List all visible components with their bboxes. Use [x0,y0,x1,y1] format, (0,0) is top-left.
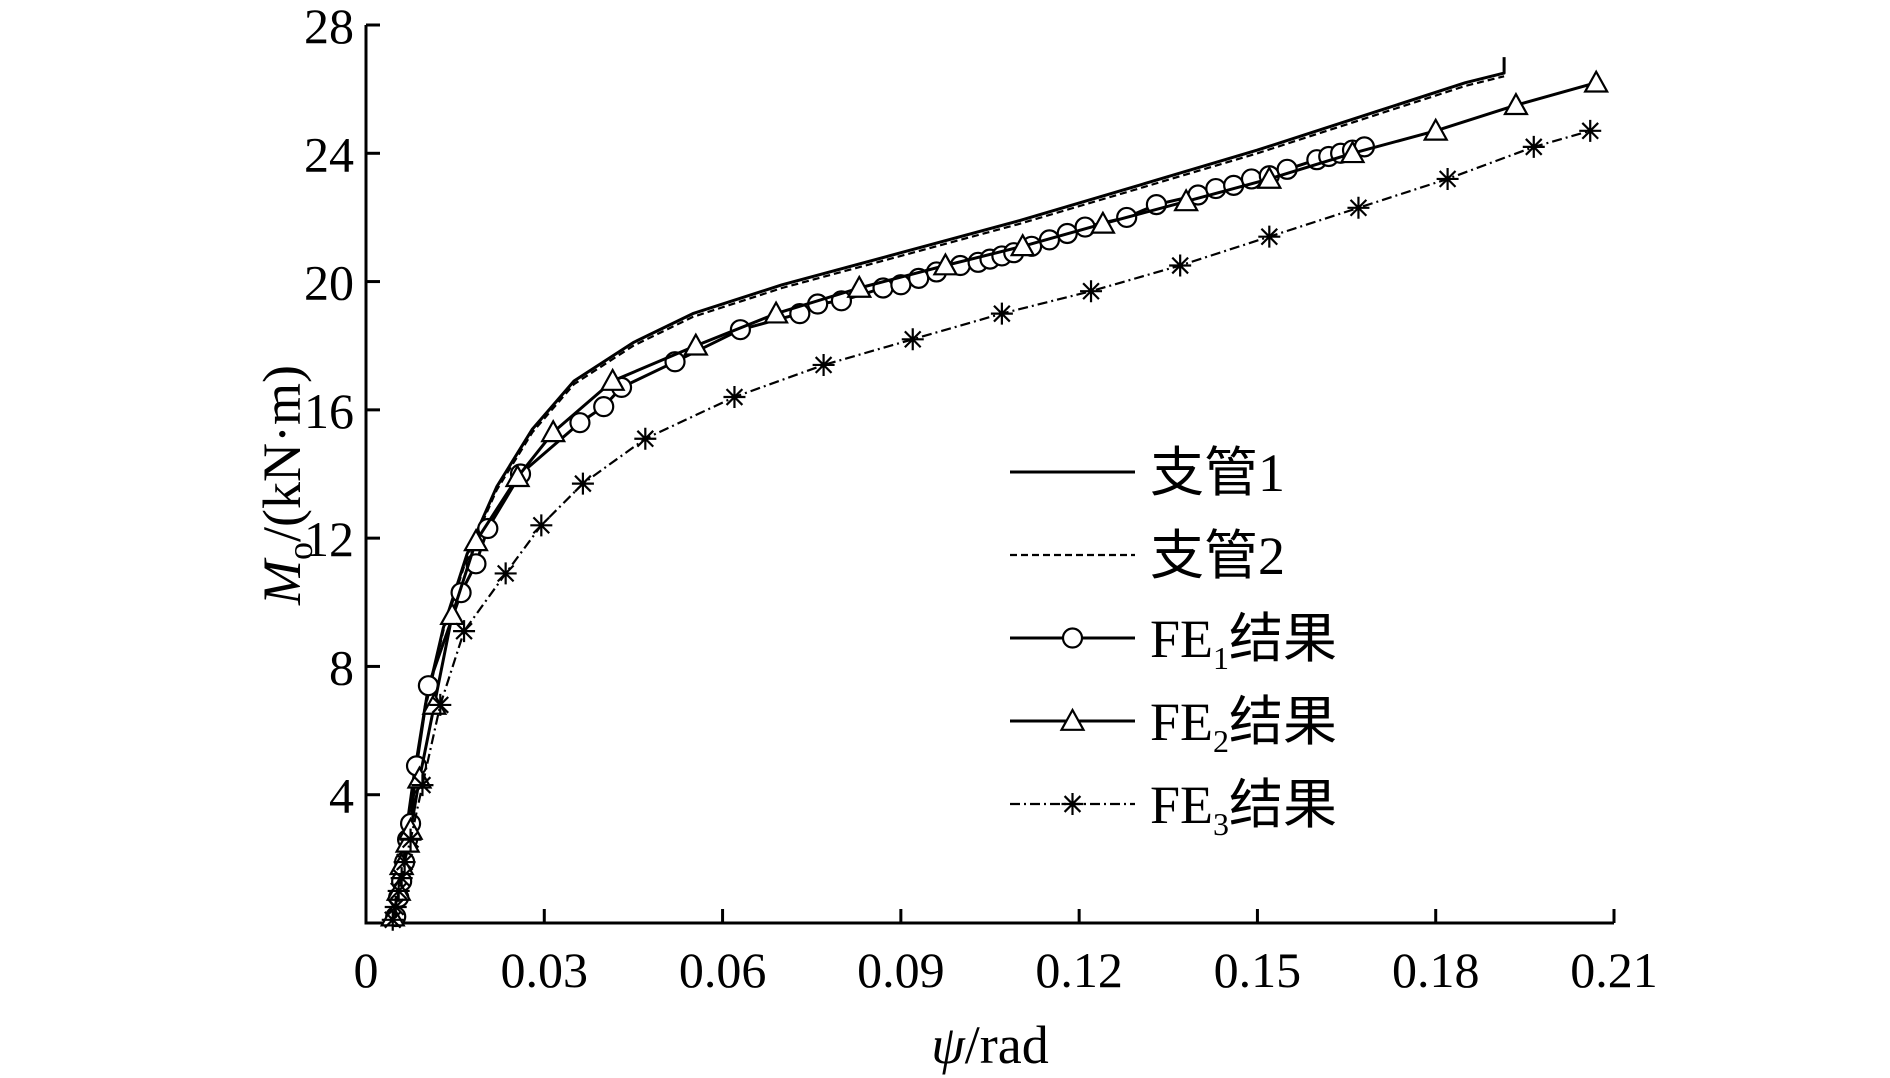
y-tick-label: 12 [304,511,354,567]
data-point [417,675,439,697]
data-point [682,332,709,356]
legend-marker [1061,793,1084,815]
plot-frame [364,25,1614,925]
data-point [387,879,410,902]
series-line [394,57,1506,908]
y-tick-label: 28 [304,0,354,54]
data-point [530,514,553,537]
y-tick-label: 4 [329,768,354,824]
data-point [463,528,489,552]
data-point [571,472,594,495]
data-point [1522,135,1545,158]
legend-label: FE1结果 [1150,609,1337,676]
data-point [390,867,413,890]
data-point [1347,196,1370,219]
series-line [394,75,1505,908]
series-5 [381,119,1602,931]
series-1 [394,57,1506,908]
data-point [504,463,531,488]
y-tick-label: 8 [329,639,354,695]
data-point [477,517,499,540]
x-tick-label: 0.06 [679,942,767,998]
data-point [1169,254,1192,277]
legend-marker [1059,707,1086,731]
data-point [599,367,626,391]
data-point [1583,69,1610,93]
legend-item-5: FE3结果 [1010,775,1337,842]
data-point [990,302,1013,325]
y-axis-label-subscript: o [280,542,320,560]
data-point [593,396,615,418]
series-layer [379,57,1610,931]
x-tick-label: 0.03 [501,942,589,998]
data-point [1436,167,1459,190]
series-4 [379,69,1610,927]
legend-label: 支管1 [1150,443,1285,503]
data-point [569,412,591,434]
data-point [932,252,959,276]
data-point [1258,225,1281,248]
data-point [1009,233,1036,257]
data-point [901,328,924,351]
data-point [1339,140,1366,164]
y-tick-label: 16 [304,383,354,439]
x-axis-label: ψ/rad [931,1015,1049,1075]
data-point [429,693,452,716]
data-point [1173,188,1199,212]
data-point [494,562,517,585]
y-axis-label-unit: /(kN·m) [252,365,312,542]
data-point [411,774,434,797]
data-point [453,620,476,643]
legend-label: FE3结果 [1150,775,1337,842]
data-point [1503,91,1529,116]
series-line [391,129,1591,921]
y-axis-label-symbol: M [252,557,312,606]
x-tick-label: 0.12 [1035,942,1123,998]
legend-item-2: 支管2 [1010,526,1285,586]
legend-label: 支管2 [1150,526,1285,586]
x-tick-label: 0.18 [1392,942,1480,998]
data-point [1579,119,1602,142]
axes [364,25,1614,925]
data-point [1090,210,1116,234]
tick-labels: 0 0.03 0.06 0.09 0.12 0.15 0.18 0.21 4 8 12 16 20 24 2… [304,0,1658,998]
x-axis-label-unit: /rad [965,1015,1049,1075]
data-point [812,353,835,376]
y-axis-label: Mo/(kN·m) [252,365,320,606]
series-3 [385,136,1376,928]
data-point [540,419,567,443]
y-tick-label: 20 [304,255,354,311]
x-tick-label: 0.21 [1570,942,1658,998]
series-line [391,81,1597,917]
legend: 支管1 支管2 FE1结果 FE2结果 FE3结果 [1010,443,1337,842]
data-point [399,828,422,851]
data-point [384,895,407,918]
legend-marker [1061,627,1084,649]
legend-item-1: 支管1 [1010,443,1285,503]
data-point [439,601,466,626]
data-point [393,851,416,874]
x-tick-label: 0.15 [1214,942,1302,998]
data-point [1422,117,1449,141]
legend-label: FE2结果 [1150,692,1337,759]
series-2 [394,75,1505,908]
data-point [1080,280,1103,303]
x-tick-label: 0 [354,942,379,998]
tick-marks [366,23,1616,923]
x-axis-label-symbol: ψ [931,1015,966,1075]
data-point [763,300,789,324]
data-point [634,427,657,450]
y-tick-label: 24 [304,126,354,182]
x-tick-label: 0.09 [857,942,945,998]
legend-item-3: FE1结果 [1010,609,1337,676]
data-point [846,274,873,298]
data-point [723,386,746,409]
data-point [1256,165,1283,189]
legend-item-4: FE2结果 [1010,692,1337,759]
data-point [381,908,404,931]
